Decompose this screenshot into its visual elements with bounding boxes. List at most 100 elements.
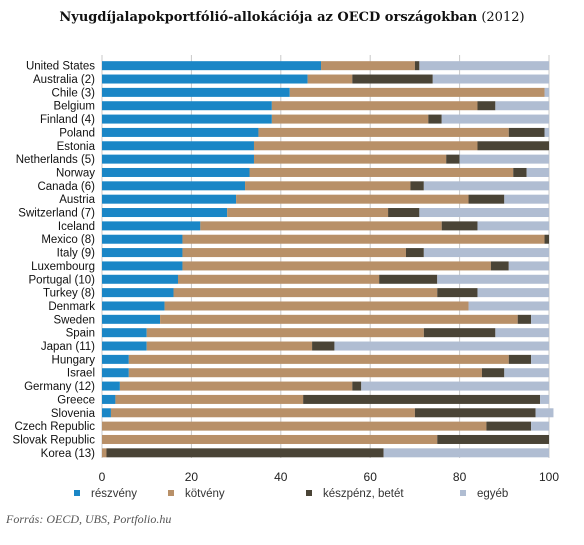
bar-segment (102, 448, 107, 458)
bar-segment (495, 328, 549, 338)
legend-swatch (74, 490, 80, 496)
category-label: Chile (3) (52, 87, 96, 99)
bar-segment (414, 408, 536, 418)
legend-swatch (168, 490, 174, 496)
bar-segment (508, 354, 532, 364)
bar-segment (468, 301, 549, 311)
bar-segment (468, 194, 505, 204)
bar-segment (486, 421, 532, 431)
bar-segment (102, 248, 183, 258)
bar-segment (227, 208, 389, 218)
bar-segment (477, 141, 549, 151)
x-tick-label: 80 (453, 470, 467, 484)
bar-segment (177, 274, 380, 284)
bar-segment (102, 368, 129, 378)
x-tick-label: 40 (274, 470, 288, 484)
category-label: Korea (13) (41, 448, 96, 460)
bar-segment (495, 101, 549, 111)
category-label: Hungary (52, 354, 96, 366)
bar-segment (517, 314, 532, 324)
bar-segment (544, 87, 549, 97)
category-label: United States (26, 61, 95, 73)
bar-segment (388, 208, 420, 218)
bar-segment (352, 381, 362, 391)
bar-segment (102, 101, 272, 111)
category-label: Slovak Republic (13, 434, 96, 446)
legend: részvény kötvény készpénz, betét egyéb (74, 488, 508, 500)
bar-segment (245, 181, 411, 191)
category-label: Norway (56, 167, 95, 179)
bar-segment (160, 314, 518, 324)
category-label: Greece (57, 394, 95, 406)
category-label: Poland (59, 127, 95, 139)
legend-swatch (306, 490, 312, 496)
legend-label: készpénz, betét (323, 488, 404, 500)
legend-label: kötvény (185, 488, 225, 500)
bar-segment (102, 114, 272, 124)
bar-segment (102, 127, 259, 137)
bar-segment (182, 261, 491, 271)
category-label: Japan (11) (41, 341, 95, 353)
bar-segment (535, 408, 554, 418)
bar-segment (102, 301, 165, 311)
bar-segment (128, 368, 482, 378)
bar-segment (531, 314, 549, 324)
bar-segment (102, 61, 322, 71)
bar-segment (423, 181, 549, 191)
bar-segment (352, 74, 433, 84)
bar-segment (102, 141, 254, 151)
category-label: Sweden (53, 314, 95, 326)
bar-segment (531, 421, 549, 431)
category-label: Iceland (58, 221, 95, 233)
bar-segment (102, 394, 116, 404)
category-label: Australia (2) (33, 74, 95, 86)
bar-segment (446, 154, 460, 164)
bar-segment (437, 288, 478, 298)
bar-segment (405, 248, 424, 258)
category-label: Canada (6) (37, 181, 95, 193)
legend-label: részvény (91, 488, 137, 500)
bar-segment (477, 288, 549, 298)
chart-title: Nyugdíjalapokportfólió-allokációja az OE… (0, 10, 584, 25)
x-tick-label: 20 (185, 470, 199, 484)
category-label: Finland (4) (40, 114, 95, 126)
bar-segment (477, 221, 549, 231)
bar-segment (102, 74, 308, 84)
bar-segment (253, 154, 447, 164)
bar-segment (102, 87, 290, 97)
bar-segment (106, 448, 384, 458)
category-label: Netherlands (5) (16, 154, 95, 166)
bar-segment (146, 328, 424, 338)
bar-segment (383, 448, 549, 458)
bar-segment (432, 74, 549, 84)
bar-segment (102, 354, 129, 364)
category-label: Austria (59, 194, 95, 206)
bar-segment (441, 221, 478, 231)
category-label: Italy (9) (57, 248, 96, 260)
bar-segment (441, 114, 549, 124)
bar-segment (414, 61, 420, 71)
x-tick-label: 100 (539, 470, 559, 484)
bar-segment (508, 261, 549, 271)
bar-segment (102, 408, 111, 418)
x-axis-ticks: 0 20 40 60 80 100 (99, 470, 560, 484)
bar-segment (540, 394, 549, 404)
bar-segment (437, 434, 549, 444)
bar-segment (321, 61, 415, 71)
legend-label: egyéb (477, 488, 508, 500)
bar-segment (303, 394, 541, 404)
bar-segment (437, 274, 549, 284)
bar-segment (334, 341, 549, 351)
bar-segment (307, 74, 353, 84)
bar-segment (428, 114, 442, 124)
bar-segment (146, 341, 313, 351)
category-label: Mexico (8) (41, 234, 95, 246)
bar-segment (102, 274, 178, 284)
bar-segment (481, 368, 505, 378)
category-label: Germany (12) (24, 381, 95, 393)
bar-segment (312, 341, 335, 351)
bar-segment (504, 368, 549, 378)
category-label: Czech Republic (14, 421, 95, 433)
bar-segment (119, 381, 353, 391)
bar-segment (102, 194, 237, 204)
